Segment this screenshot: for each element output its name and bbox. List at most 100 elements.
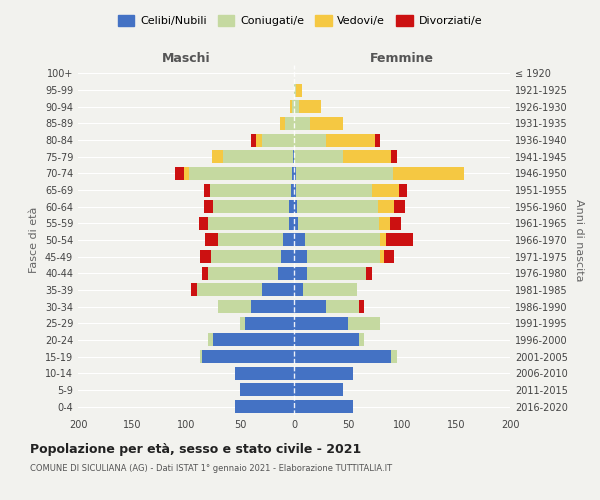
Y-axis label: Anni di nascita: Anni di nascita (574, 198, 584, 281)
Bar (199, 217, 208, 230)
Bar (391, 150, 397, 163)
Bar (256, 134, 262, 146)
Bar (380, 250, 383, 263)
Bar (281, 250, 294, 263)
Text: COMUNE DI SICULIANA (AG) - Dati ISTAT 1° gennaio 2021 - Elaborazione TUTTITALIA.: COMUNE DI SICULIANA (AG) - Dati ISTAT 1°… (30, 464, 392, 473)
Bar (208, 267, 278, 280)
Bar (294, 300, 326, 313)
Bar (293, 150, 294, 163)
Bar (294, 134, 326, 146)
Bar (307, 250, 380, 263)
Bar (307, 267, 367, 280)
Bar (291, 184, 294, 196)
Bar (294, 184, 296, 196)
Bar (359, 300, 364, 313)
Bar (292, 167, 294, 180)
Bar (197, 284, 262, 296)
Legend: Celibi/Nubili, Coniugati/e, Vedovi/e, Divorziati/e: Celibi/Nubili, Coniugati/e, Vedovi/e, Di… (113, 10, 487, 31)
Bar (213, 200, 289, 213)
Bar (240, 384, 294, 396)
Bar (294, 400, 353, 413)
Bar (297, 200, 378, 213)
Bar (223, 150, 293, 163)
Bar (208, 334, 213, 346)
Bar (294, 350, 391, 363)
Bar (262, 134, 294, 146)
Bar (290, 100, 292, 113)
Bar (394, 167, 464, 180)
Bar (294, 150, 343, 163)
Bar (343, 150, 391, 163)
Bar (235, 400, 294, 413)
Bar (294, 284, 302, 296)
Bar (191, 284, 197, 296)
Bar (202, 267, 208, 280)
Bar (184, 167, 189, 180)
Bar (213, 334, 294, 346)
Bar (251, 134, 256, 146)
Bar (189, 167, 292, 180)
Bar (380, 234, 386, 246)
Bar (302, 284, 356, 296)
Bar (175, 167, 184, 180)
Bar (245, 317, 294, 330)
Bar (286, 117, 294, 130)
Bar (205, 200, 213, 213)
Bar (251, 300, 294, 313)
Bar (212, 150, 223, 163)
Bar (294, 200, 297, 213)
Text: Maschi: Maschi (161, 52, 211, 65)
Bar (202, 350, 294, 363)
Bar (390, 217, 401, 230)
Bar (299, 100, 321, 113)
Bar (296, 184, 372, 196)
Bar (394, 200, 405, 213)
Bar (262, 284, 294, 296)
Bar (399, 184, 407, 196)
Bar (383, 250, 394, 263)
Bar (326, 134, 375, 146)
Bar (289, 200, 294, 213)
Bar (294, 267, 307, 280)
Bar (283, 234, 294, 246)
Bar (218, 300, 251, 313)
Bar (205, 234, 218, 246)
Bar (391, 350, 397, 363)
Bar (200, 250, 211, 263)
Bar (375, 134, 380, 146)
Bar (367, 267, 372, 280)
Bar (305, 234, 380, 246)
Bar (218, 234, 283, 246)
Bar (298, 217, 379, 230)
Bar (205, 184, 210, 196)
Text: Femmine: Femmine (370, 52, 434, 65)
Bar (294, 117, 310, 130)
Bar (372, 184, 399, 196)
Bar (294, 367, 353, 380)
Bar (310, 117, 343, 130)
Bar (280, 117, 286, 130)
Text: Popolazione per età, sesso e stato civile - 2021: Popolazione per età, sesso e stato civil… (30, 442, 361, 456)
Bar (294, 250, 307, 263)
Bar (278, 267, 294, 280)
Bar (294, 100, 299, 113)
Bar (289, 217, 294, 230)
Bar (294, 334, 359, 346)
Bar (386, 234, 413, 246)
Bar (359, 334, 364, 346)
Bar (210, 184, 291, 196)
Y-axis label: Fasce di età: Fasce di età (29, 207, 39, 273)
Bar (378, 200, 394, 213)
Bar (294, 167, 296, 180)
Bar (292, 100, 294, 113)
Bar (294, 234, 305, 246)
Bar (294, 317, 348, 330)
Bar (348, 317, 380, 330)
Bar (296, 84, 302, 96)
Bar (240, 317, 245, 330)
Bar (294, 384, 343, 396)
Bar (294, 84, 296, 96)
Bar (200, 350, 202, 363)
Bar (296, 167, 394, 180)
Bar (379, 217, 390, 230)
